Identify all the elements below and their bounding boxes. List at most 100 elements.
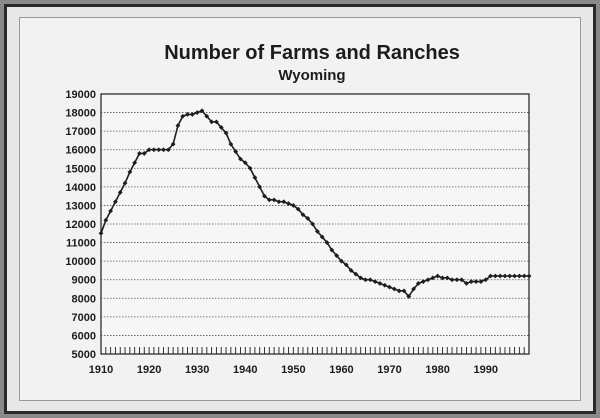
data-point xyxy=(425,277,431,283)
data-point xyxy=(315,229,320,234)
y-tick-label: 17000 xyxy=(65,126,96,138)
data-point xyxy=(257,184,263,190)
data-point xyxy=(367,277,373,283)
x-tick-label: 1980 xyxy=(425,364,449,376)
data-point xyxy=(334,253,340,258)
data-point xyxy=(127,169,133,175)
data-point xyxy=(146,147,152,153)
data-point xyxy=(319,234,325,240)
data-point xyxy=(329,247,335,253)
data-point xyxy=(276,199,282,205)
y-tick-label: 11000 xyxy=(66,238,96,250)
chart-frame: Number of Farms and Ranches Wyoming 5000… xyxy=(4,4,596,414)
data-point xyxy=(343,262,349,268)
data-point xyxy=(492,273,498,279)
y-tick-label: 5000 xyxy=(72,349,96,361)
y-tick-label: 14000 xyxy=(65,182,96,194)
data-point xyxy=(406,294,412,299)
data-point xyxy=(502,273,508,279)
data-point xyxy=(290,203,296,208)
data-point xyxy=(228,141,234,147)
data-point xyxy=(363,277,368,283)
data-point xyxy=(300,212,306,218)
data-point xyxy=(151,147,157,153)
y-tick-label: 7000 xyxy=(72,312,96,324)
data-point xyxy=(339,258,344,264)
data-point xyxy=(141,151,147,156)
data-point xyxy=(281,199,287,205)
data-point xyxy=(512,273,517,279)
data-point xyxy=(266,197,272,203)
series-farms xyxy=(98,108,532,299)
chart-subtitle: Wyoming xyxy=(278,67,345,84)
data-point xyxy=(488,273,493,279)
data-point xyxy=(252,175,258,180)
data-point xyxy=(194,110,200,115)
x-tick-label: 1950 xyxy=(281,364,305,376)
data-point xyxy=(185,112,190,117)
data-point xyxy=(435,273,441,279)
data-point xyxy=(324,240,330,245)
y-tick-label: 19000 xyxy=(65,89,96,101)
data-point xyxy=(411,286,416,292)
data-point xyxy=(156,147,162,153)
y-axis-labels: 5000 6000 7000 8000 9000 10000 11000 12000 13000… xyxy=(65,89,96,361)
x-tick-label: 1930 xyxy=(185,364,209,376)
data-point xyxy=(387,284,392,290)
data-point xyxy=(161,147,166,153)
data-point xyxy=(310,221,315,227)
data-point xyxy=(464,281,469,286)
data-point xyxy=(122,180,128,186)
data-point xyxy=(175,123,181,128)
data-point xyxy=(391,286,397,292)
gridlines xyxy=(101,112,529,336)
data-point xyxy=(420,279,426,284)
x-tick-label: 1960 xyxy=(329,364,353,376)
data-point xyxy=(382,282,388,288)
x-tick-label: 1920 xyxy=(137,364,161,376)
data-point xyxy=(473,279,479,284)
y-tick-label: 8000 xyxy=(72,293,96,305)
x-tick-label: 1910 xyxy=(89,364,113,376)
data-point xyxy=(497,273,503,279)
data-point xyxy=(459,277,465,283)
data-point xyxy=(170,141,176,147)
data-point xyxy=(430,275,436,281)
data-point xyxy=(449,277,455,283)
data-point xyxy=(233,149,239,154)
data-point xyxy=(180,113,186,119)
data-point xyxy=(415,281,421,286)
x-tick-label: 1940 xyxy=(233,364,257,376)
data-point xyxy=(189,112,195,117)
data-point xyxy=(377,281,383,286)
x-axis-ticks xyxy=(100,347,530,354)
data-point xyxy=(209,119,215,125)
y-tick-label: 13000 xyxy=(65,200,96,212)
data-point xyxy=(372,279,378,284)
data-point xyxy=(223,130,229,136)
data-point xyxy=(396,288,402,294)
data-point xyxy=(353,271,359,277)
data-point xyxy=(507,273,513,279)
x-tick-label: 1970 xyxy=(377,364,401,376)
data-point xyxy=(242,160,248,166)
data-point xyxy=(348,268,354,273)
data-point xyxy=(526,273,532,279)
x-axis-labels: 1910 1920 1930 1940 1950 1960 1970 1980 1990 xyxy=(89,364,498,376)
data-point xyxy=(108,208,114,214)
data-point xyxy=(117,190,123,195)
chart-title: Number of Farms and Ranches xyxy=(164,42,460,64)
y-tick-label: 10000 xyxy=(65,256,96,268)
data-point xyxy=(137,151,142,156)
y-tick-label: 18000 xyxy=(65,108,96,120)
y-tick-label: 12000 xyxy=(65,219,96,231)
data-point xyxy=(444,275,450,281)
data-point xyxy=(401,288,407,294)
data-point xyxy=(454,277,460,283)
data-point xyxy=(440,275,445,281)
chart-panel: Number of Farms and Ranches Wyoming 5000… xyxy=(19,17,581,401)
x-tick-label: 1990 xyxy=(473,364,497,376)
data-point xyxy=(247,165,253,171)
data-point xyxy=(305,216,311,221)
data-point xyxy=(521,273,527,279)
